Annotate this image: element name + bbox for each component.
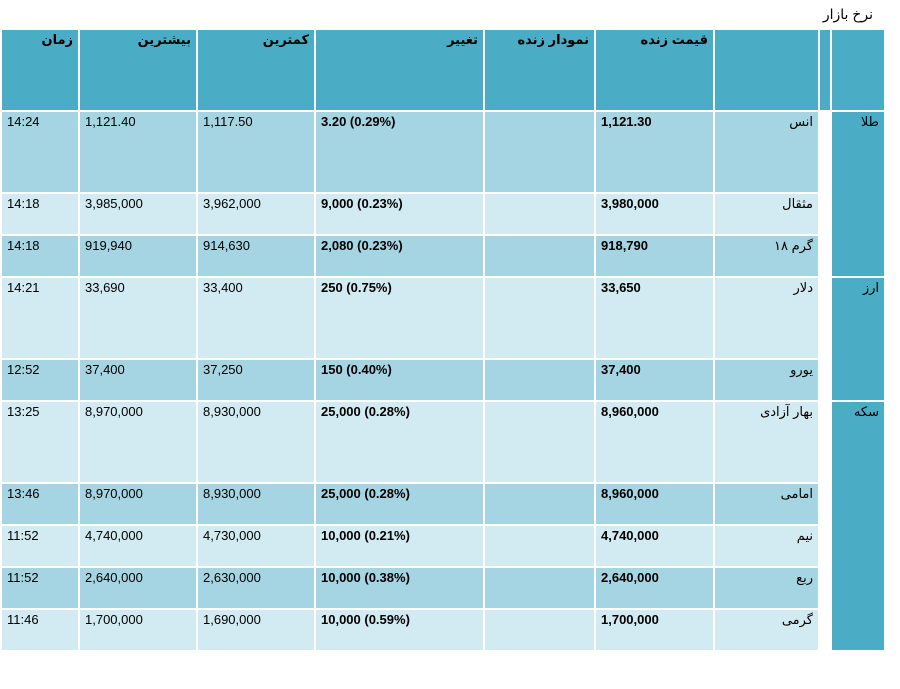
live-price: 3,980,000 (594, 192, 715, 236)
time-value: 11:52 (0, 566, 80, 610)
change-value: 10,000 (0.38%) (314, 566, 485, 610)
time-value: 11:46 (0, 608, 80, 652)
live-chart-cell (483, 524, 596, 568)
item-name: امامی (713, 482, 820, 526)
table-row: یورو 37,400 150 (0.40%) 37,250 37,400 12… (0, 358, 885, 402)
table-row: ربع 2,640,000 10,000 (0.38%) 2,630,000 2… (0, 566, 885, 610)
high-value: 2,640,000 (78, 566, 198, 610)
market-rates-table: قیمت زنده نمودار زنده تغییر کمترین بیشتر… (0, 28, 886, 652)
live-chart-cell (483, 400, 596, 484)
live-chart-cell (483, 234, 596, 278)
item-name: بهار آزادی (713, 400, 820, 484)
table-row: طلا انس 1,121.30 3.20 (0.29%) 1,117.50 1… (0, 110, 886, 652)
item-name: گرمی (713, 608, 820, 652)
category-currency: ارز (830, 276, 886, 402)
time-value: 14:24 (0, 110, 80, 194)
live-chart-cell (483, 566, 596, 610)
item-name: گرم ۱۸ (713, 234, 820, 278)
live-price: 4,740,000 (594, 524, 715, 568)
change-value: 10,000 (0.59%) (314, 608, 485, 652)
change-value: 25,000 (0.28%) (314, 482, 485, 526)
low-value: 37,250 (196, 358, 316, 402)
header-category (830, 28, 886, 112)
live-price: 2,640,000 (594, 566, 715, 610)
header-row: قیمت زنده نمودار زنده تغییر کمترین بیشتر… (0, 28, 886, 112)
header-high: بیشترین (78, 28, 198, 112)
table-row: ارز دلار 33,650 250 (0.75%) 33,400 33,69… (0, 276, 886, 402)
low-value: 3,962,000 (196, 192, 316, 236)
low-value: 1,690,000 (196, 608, 316, 652)
low-value: 2,630,000 (196, 566, 316, 610)
item-name: انس (713, 110, 820, 194)
header-live-price: قیمت زنده (594, 28, 715, 112)
low-value: 1,117.50 (196, 110, 316, 194)
time-value: 14:18 (0, 192, 80, 236)
live-price: 1,121.30 (594, 110, 715, 194)
live-chart-cell (483, 192, 596, 236)
change-value: 2,080 (0.23%) (314, 234, 485, 278)
live-price: 37,400 (594, 358, 715, 402)
table-row: امامی 8,960,000 25,000 (0.28%) 8,930,000… (0, 482, 885, 526)
high-value: 1,700,000 (78, 608, 198, 652)
page-title: نرخ بازار (822, 6, 873, 22)
low-value: 8,930,000 (196, 482, 316, 526)
live-price: 1,700,000 (594, 608, 715, 652)
high-value: 8,970,000 (78, 482, 198, 526)
change-value: 10,000 (0.21%) (314, 524, 485, 568)
time-value: 11:52 (0, 524, 80, 568)
time-value: 14:18 (0, 234, 80, 278)
change-value: 25,000 (0.28%) (314, 400, 485, 484)
high-value: 919,940 (78, 234, 198, 278)
item-name: یورو (713, 358, 820, 402)
table-row: گرمی 1,700,000 10,000 (0.59%) 1,690,000 … (0, 608, 885, 652)
low-value: 4,730,000 (196, 524, 316, 568)
header-time: زمان (0, 28, 80, 112)
high-value: 3,985,000 (78, 192, 198, 236)
live-chart-cell (483, 110, 596, 194)
high-value: 1,121.40 (78, 110, 198, 194)
high-value: 4,740,000 (78, 524, 198, 568)
table-row: گرم ۱۸ 918,790 2,080 (0.23%) 914,630 919… (0, 234, 885, 278)
time-value: 13:25 (0, 400, 80, 484)
low-value: 33,400 (196, 276, 316, 360)
category-coin: سکه (830, 400, 886, 652)
low-value: 8,930,000 (196, 400, 316, 484)
change-value: 150 (0.40%) (314, 358, 485, 402)
high-value: 8,970,000 (78, 400, 198, 484)
item-name: نیم (713, 524, 820, 568)
live-chart-cell (483, 358, 596, 402)
live-chart-cell (483, 482, 596, 526)
live-price: 8,960,000 (594, 482, 715, 526)
time-value: 12:52 (0, 358, 80, 402)
header-low: کمترین (196, 28, 316, 112)
category-gold: طلا (830, 110, 886, 278)
high-value: 37,400 (78, 358, 198, 402)
change-value: 9,000 (0.23%) (314, 192, 485, 236)
item-name: ربع (713, 566, 820, 610)
live-chart-cell (483, 608, 596, 652)
table-row: سکه بهار آزادی 8,960,000 25,000 (0.28%) … (0, 400, 886, 652)
item-name: مثقال (713, 192, 820, 236)
change-value: 250 (0.75%) (314, 276, 485, 360)
live-chart-cell (483, 276, 596, 360)
live-price: 33,650 (594, 276, 715, 360)
header-live-chart: نمودار زنده (483, 28, 596, 112)
high-value: 33,690 (78, 276, 198, 360)
header-change: تغییر (314, 28, 485, 112)
live-price: 8,960,000 (594, 400, 715, 484)
time-value: 14:21 (0, 276, 80, 360)
live-price: 918,790 (594, 234, 715, 278)
low-value: 914,630 (196, 234, 316, 278)
time-value: 13:46 (0, 482, 80, 526)
table-row: نیم 4,740,000 10,000 (0.21%) 4,730,000 4… (0, 524, 885, 568)
header-name (713, 28, 820, 112)
table-row: مثقال 3,980,000 9,000 (0.23%) 3,962,000 … (0, 192, 885, 236)
change-value: 3.20 (0.29%) (314, 110, 485, 194)
item-name: دلار (713, 276, 820, 360)
